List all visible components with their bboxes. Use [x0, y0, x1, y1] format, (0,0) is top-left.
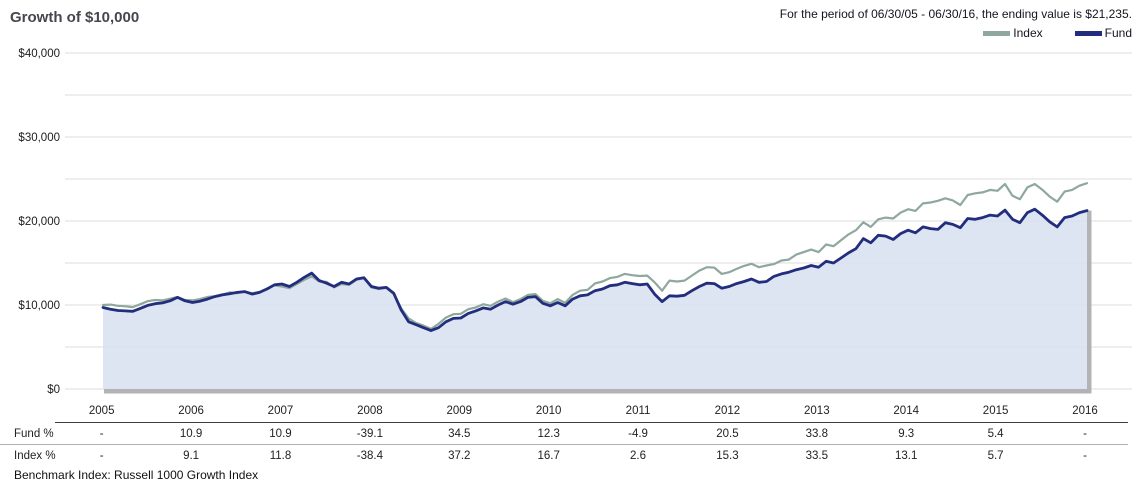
chart-legend: Index Fund: [780, 26, 1132, 40]
fund-return-cell: 5.4: [987, 428, 1004, 440]
chart-header: Growth of $10,000 For the period of 06/3…: [0, 0, 1140, 45]
year-cell: 2012: [714, 404, 741, 417]
period-note: For the period of 06/30/05 - 06/30/16, t…: [779, 7, 1132, 21]
year-cell: 2010: [535, 404, 562, 417]
year-cell: 2009: [446, 404, 473, 417]
y-axis-label: $0: [47, 384, 60, 395]
y-axis-label: $40,000: [18, 48, 60, 60]
index-return-cell: 33.5: [805, 449, 829, 462]
index-line-swatch-icon: [983, 30, 1011, 36]
fund-area-fill: [103, 209, 1087, 389]
legend-entry-index[interactable]: Index: [983, 26, 1043, 40]
year-cell: 2011: [625, 404, 651, 417]
fund-returns-row: Fund % - 10.9 10.9 -39.1 34.5 12.3 -4.9 20.5 33.8…: [0, 423, 1130, 445]
chart-header-right: For the period of 06/30/05 - 06/30/16, t…: [780, 7, 1132, 40]
index-return-cell: 16.7: [537, 449, 560, 462]
benchmark-footnote: Benchmark Index: Russell 1000 Growth Ind…: [14, 468, 259, 482]
fund-return-cell: 34.5: [448, 428, 471, 440]
index-return-cell: -: [99, 449, 104, 462]
growth-line-chart[interactable]: $0 $10,000 $20,000 $30,000 $40,000: [0, 45, 1140, 395]
legend-fund-label: Fund: [1104, 26, 1132, 40]
fund-line: [101, 207, 1089, 333]
fund-return-cell: -4.9: [628, 428, 648, 440]
fund-row-label: Fund %: [14, 428, 54, 440]
index-return-cell: -: [1083, 449, 1087, 462]
year-cell: 2005: [88, 404, 115, 417]
fund-return-cell: 20.5: [716, 428, 739, 440]
index-returns-row: Index % - 9.1 11.8 -38.4 37.2 16.7 2.6 15.3 33.5 1…: [0, 445, 1130, 466]
index-return-cell: 2.6: [630, 449, 647, 462]
y-axis-label: $20,000: [18, 216, 60, 228]
x-axis-year-labels: 2005 2006 2007 2008 2009 2010 2011 2012 2013 2014…: [0, 395, 1130, 423]
bottom-axis-shadow: [104, 389, 1091, 394]
fund-return-cell: 9.3: [898, 428, 915, 440]
year-cell: 2015: [982, 404, 1009, 417]
index-return-cell: -38.4: [356, 449, 383, 462]
index-return-cell: 5.7: [987, 449, 1004, 462]
fund-return-cell: -: [1083, 428, 1087, 440]
fund-return-cell: -: [99, 428, 104, 440]
year-cell: 2013: [804, 404, 830, 417]
index-return-cell: 37.2: [448, 449, 471, 462]
index-return-cell: 11.8: [269, 449, 292, 462]
fund-line-swatch-icon: [1074, 30, 1102, 36]
year-cell: 2016: [1072, 404, 1098, 417]
legend-entry-fund[interactable]: Fund: [1074, 26, 1132, 40]
annual-returns-table: 2005 2006 2007 2008 2009 2010 2011 2012 2013 2014…: [0, 395, 1130, 486]
fund-return-cell: 10.9: [179, 428, 203, 440]
index-return-cell: 15.3: [716, 449, 739, 462]
right-axis-shadow: [1087, 210, 1092, 394]
chart-title: Growth of $10,000: [10, 9, 140, 26]
y-axis-label: $10,000: [18, 300, 60, 312]
legend-index-label: Index: [1013, 26, 1043, 40]
fund-return-cell: 33.8: [805, 428, 829, 440]
year-cell: 2014: [893, 404, 919, 417]
year-cell: 2006: [178, 404, 204, 417]
fund-return-cell: 12.3: [537, 428, 560, 440]
index-return-cell: 13.1: [895, 449, 918, 462]
fund-return-cell: 10.9: [269, 428, 292, 440]
index-row-label: Index %: [14, 449, 56, 462]
index-return-cell: 9.1: [183, 449, 200, 462]
y-axis-label: $30,000: [18, 132, 60, 144]
year-cell: 2008: [357, 404, 383, 417]
fund-return-cell: -39.1: [356, 428, 383, 440]
year-cell: 2007: [267, 404, 294, 417]
